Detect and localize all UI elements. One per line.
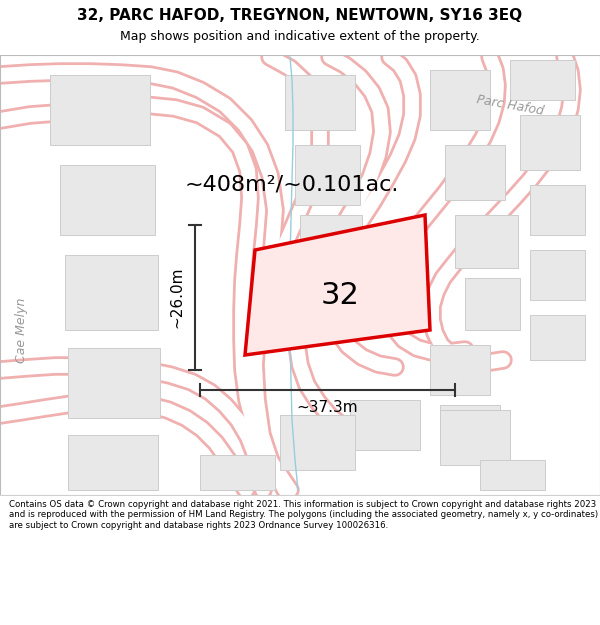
Polygon shape [430,345,490,395]
Polygon shape [65,255,158,330]
Polygon shape [285,75,355,130]
Polygon shape [480,460,545,490]
Polygon shape [60,165,155,235]
Polygon shape [245,215,430,355]
Polygon shape [465,278,520,330]
Polygon shape [68,435,158,490]
Text: ~37.3m: ~37.3m [296,401,358,416]
Text: Parc Hafod: Parc Hafod [475,92,545,118]
Polygon shape [455,215,518,268]
Polygon shape [50,75,150,145]
Text: 32: 32 [320,281,359,309]
Text: Contains OS data © Crown copyright and database right 2021. This information is : Contains OS data © Crown copyright and d… [9,500,598,530]
Polygon shape [510,60,575,100]
Polygon shape [430,70,490,130]
Text: 32, PARC HAFOD, TREGYNON, NEWTOWN, SY16 3EQ: 32, PARC HAFOD, TREGYNON, NEWTOWN, SY16 … [77,8,523,23]
Polygon shape [440,405,500,450]
Polygon shape [530,250,585,300]
Polygon shape [350,400,420,450]
Polygon shape [200,455,275,490]
Polygon shape [68,348,160,418]
Polygon shape [300,215,362,265]
Text: ~26.0m: ~26.0m [170,267,185,328]
Polygon shape [280,415,355,470]
Polygon shape [530,185,585,235]
Polygon shape [350,265,415,320]
Polygon shape [520,115,580,170]
Polygon shape [440,410,510,465]
Polygon shape [295,145,360,205]
Text: ~408m²/~0.101ac.: ~408m²/~0.101ac. [185,175,400,195]
Polygon shape [445,145,505,200]
Text: Cae Melyn: Cae Melyn [16,298,29,362]
Polygon shape [530,315,585,360]
Text: Map shows position and indicative extent of the property.: Map shows position and indicative extent… [120,30,480,43]
